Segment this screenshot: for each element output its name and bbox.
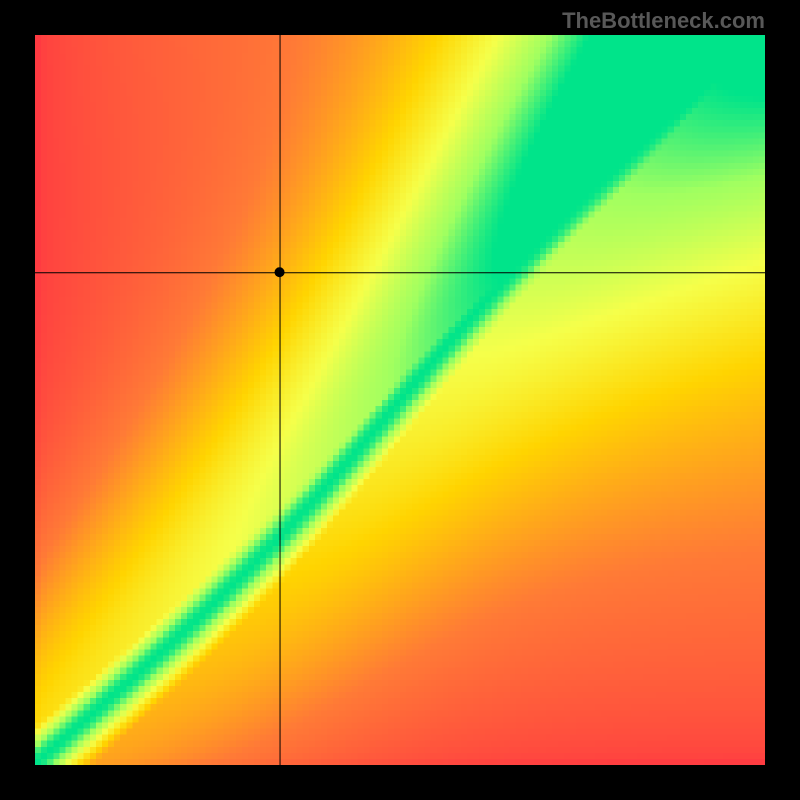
stage: TheBottleneck.com [0,0,800,800]
watermark-text: TheBottleneck.com [562,8,765,34]
crosshair-overlay [35,35,765,765]
